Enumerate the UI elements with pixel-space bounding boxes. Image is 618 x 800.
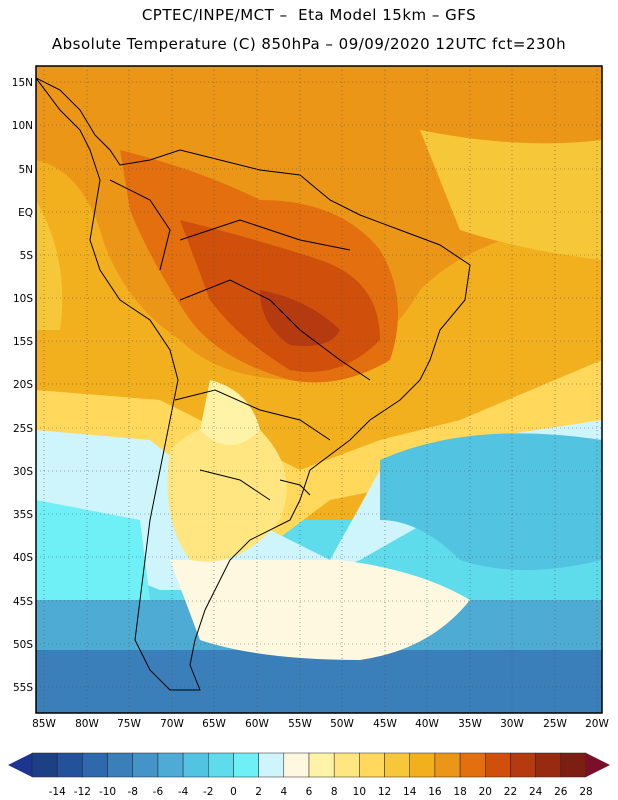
colorbar-tick-label: 0 [230, 786, 237, 798]
colorbar-tick-label: -8 [127, 786, 137, 798]
colorbar-tick-label: 6 [306, 786, 313, 798]
colorbar-high-end-triangle [586, 753, 610, 777]
colorbar-swatch [485, 752, 511, 778]
lon-label: 55W [288, 718, 312, 730]
lon-label: 80W [75, 718, 99, 730]
colorbar-swatch [434, 752, 461, 778]
colorbar-low-end-triangle [8, 753, 32, 777]
colorbar-swatch [308, 752, 335, 778]
colorbar-tick-label: 2 [255, 786, 262, 798]
colorbar-tick-label: -10 [99, 786, 116, 798]
colorbar-swatch [157, 752, 184, 778]
colorbar-tick-label: 20 [479, 786, 492, 798]
latitude-labels: 15N 10N 5N EQ 5S 10S 15S 20S 25S 30S 35S… [12, 77, 34, 694]
lat-label: 50S [13, 639, 33, 651]
lon-label: 85W [32, 718, 56, 730]
colorbar-swatch [208, 752, 234, 778]
lat-label: 40S [13, 552, 33, 564]
lat-label: 55S [13, 682, 33, 694]
colorbar-swatch [31, 752, 58, 778]
map-title-line-1: CPTEC/INPE/MCT – Eta Model 15km – GFS [141, 6, 477, 24]
colorbar-swatch [258, 752, 285, 778]
lon-label: 60W [245, 718, 269, 730]
colorbar-swatch [283, 752, 310, 778]
colorbar: -14 -12 -10 -8 -6 -4 -2 0 2 4 6 8 10 12 14 16 18 20 22 24 26… [8, 752, 610, 798]
lon-label: 35W [458, 718, 482, 730]
colorbar-tick-label: 22 [504, 786, 517, 798]
lon-label: 70W [160, 718, 184, 730]
colorbar-swatch [132, 752, 159, 778]
colorbar-tick-label: 4 [280, 786, 287, 798]
colorbar-tick-label: -4 [178, 786, 189, 798]
colorbar-tick-label: 8 [331, 786, 338, 798]
colorbar-tick-label: 16 [428, 786, 442, 798]
lon-label: 50W [330, 718, 354, 730]
colorbar-swatch [107, 752, 133, 778]
lat-label: 45S [13, 596, 33, 608]
lat-label: 35S [13, 509, 33, 521]
lon-label: 25W [543, 718, 567, 730]
colorbar-swatch [459, 752, 486, 778]
colorbar-tick-label: -12 [74, 786, 91, 798]
lat-label: 15S [13, 336, 33, 348]
colorbar-tick-label: 12 [378, 786, 391, 798]
colorbar-tick-label: -6 [153, 786, 164, 798]
lon-label: 30W [500, 718, 524, 730]
colorbar-swatch [56, 752, 83, 778]
colorbar-tick-label: 24 [529, 786, 543, 798]
lat-label: EQ [18, 207, 33, 219]
colorbar-swatch [560, 752, 587, 778]
temperature-field [36, 66, 602, 713]
colorbar-tick-label: 10 [353, 786, 366, 798]
lon-label: 40W [415, 718, 439, 730]
colorbar-tick-label: 14 [403, 786, 417, 798]
lat-label: 5S [20, 250, 34, 262]
colorbar-swatch [535, 752, 562, 778]
lon-label: 65W [202, 718, 226, 730]
colorbar-swatch [333, 752, 360, 778]
lon-label: 75W [117, 718, 141, 730]
colorbar-swatch [82, 752, 108, 778]
colorbar-swatch [359, 752, 385, 778]
lat-label: 10N [12, 120, 33, 132]
lat-label: 25S [13, 423, 33, 435]
lat-label: 15N [12, 77, 33, 89]
colorbar-tick-label: 28 [579, 786, 592, 798]
lat-label: 20S [13, 379, 33, 391]
colorbar-swatch [182, 752, 209, 778]
colorbar-swatch [510, 752, 536, 778]
colorbar-tick-label: -14 [49, 786, 66, 798]
lon-label: 45W [373, 718, 397, 730]
colorbar-swatch [233, 752, 259, 778]
colorbar-tick-label: -2 [203, 786, 213, 798]
colorbar-swatch [384, 752, 410, 778]
colorbar-tick-label: 18 [453, 786, 466, 798]
map-frame [35, 65, 603, 714]
longitude-labels: 85W 80W 75W 70W 65W 60W 55W 50W 45W 40W … [32, 718, 609, 730]
lat-label: 30S [13, 466, 33, 478]
lat-label: 10S [13, 293, 33, 305]
colorbar-tick-label: 26 [554, 786, 568, 798]
continent-outline [36, 77, 471, 691]
map-title-line-2: Absolute Temperature (C) 850hPa – 09/09/… [51, 35, 567, 53]
lat-label: 5N [18, 164, 33, 176]
lon-label: 20W [585, 718, 609, 730]
colorbar-swatch [409, 752, 436, 778]
